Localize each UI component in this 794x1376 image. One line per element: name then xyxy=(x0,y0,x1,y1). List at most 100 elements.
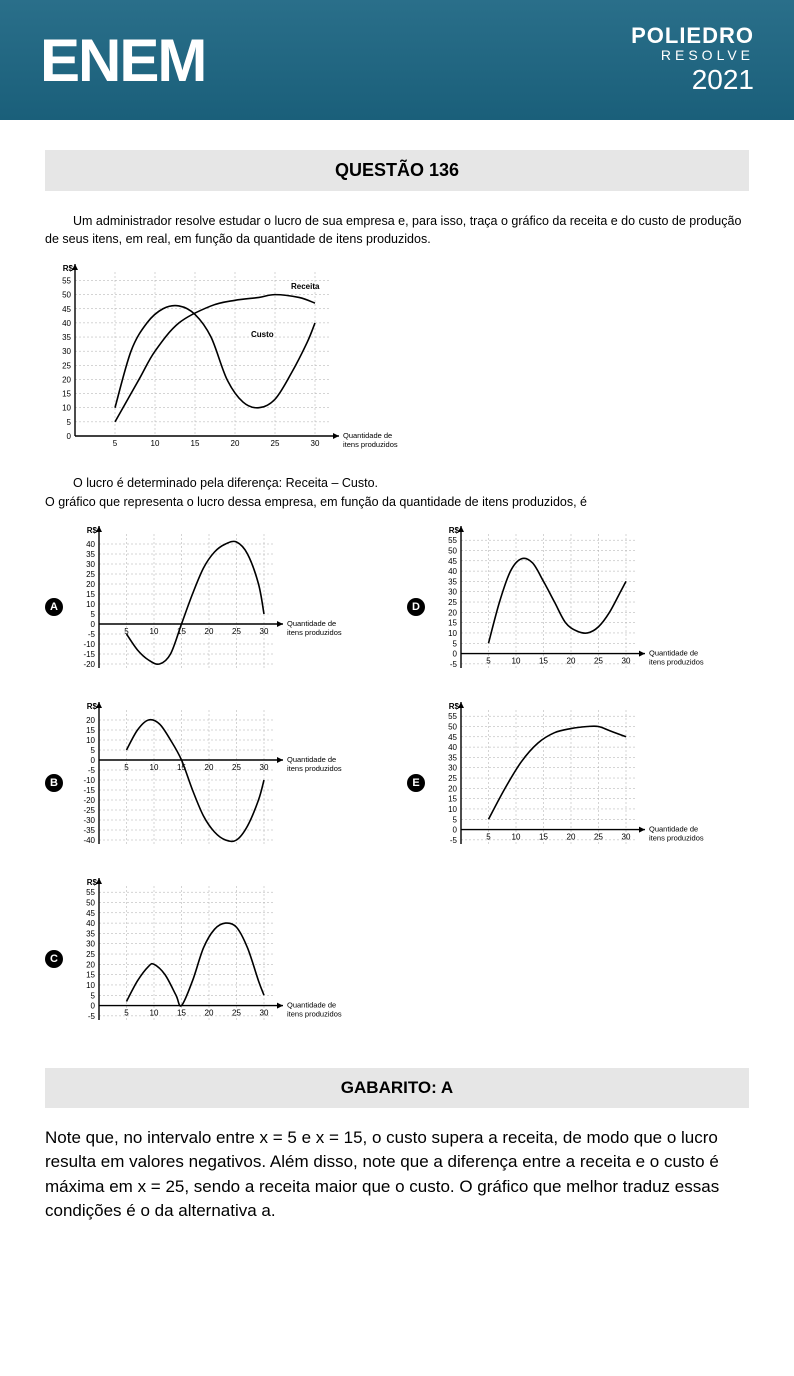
svg-text:30: 30 xyxy=(260,1008,269,1017)
svg-text:-10: -10 xyxy=(83,640,95,649)
question-title: QUESTÃO 136 xyxy=(45,150,749,191)
main-chart: 510152025305101520253035404550550R$Quant… xyxy=(45,260,749,460)
svg-text:10: 10 xyxy=(86,600,95,609)
svg-text:5: 5 xyxy=(91,610,96,619)
svg-text:0: 0 xyxy=(91,1001,96,1010)
svg-text:-30: -30 xyxy=(83,816,95,825)
svg-text:10: 10 xyxy=(512,832,521,841)
svg-text:0: 0 xyxy=(453,649,458,658)
svg-text:Quantidade de: Quantidade de xyxy=(343,431,392,440)
svg-text:10: 10 xyxy=(86,736,95,745)
svg-text:0: 0 xyxy=(91,756,96,765)
svg-text:10: 10 xyxy=(151,439,160,448)
svg-text:10: 10 xyxy=(150,1008,159,1017)
svg-text:15: 15 xyxy=(448,794,457,803)
answer-key: GABARITO: A xyxy=(45,1068,749,1108)
svg-text:-5: -5 xyxy=(450,835,458,844)
svg-text:5: 5 xyxy=(124,763,129,772)
svg-text:R$: R$ xyxy=(87,702,98,711)
option-b: B 51015202530-40-35-30-25-20-15-10-50510… xyxy=(45,698,387,868)
svg-text:25: 25 xyxy=(232,763,241,772)
svg-text:R$: R$ xyxy=(87,878,98,887)
svg-text:itens produzidos: itens produzidos xyxy=(343,440,398,449)
svg-text:-15: -15 xyxy=(83,650,95,659)
explanation: Note que, no intervalo entre x = 5 e x =… xyxy=(45,1126,749,1225)
svg-text:25: 25 xyxy=(448,598,457,607)
svg-text:45: 45 xyxy=(448,732,457,741)
logo-enem: ENEM xyxy=(40,26,205,95)
svg-text:20: 20 xyxy=(448,784,457,793)
svg-text:40: 40 xyxy=(448,567,457,576)
svg-text:50: 50 xyxy=(62,291,71,300)
svg-text:Quantidade de: Quantidade de xyxy=(287,1000,336,1009)
svg-text:itens produzidos: itens produzidos xyxy=(649,657,704,666)
svg-text:itens produzidos: itens produzidos xyxy=(287,764,342,773)
svg-text:25: 25 xyxy=(271,439,280,448)
svg-text:5: 5 xyxy=(67,418,72,427)
svg-text:5: 5 xyxy=(113,439,118,448)
svg-text:10: 10 xyxy=(150,627,159,636)
svg-text:45: 45 xyxy=(62,305,71,314)
svg-text:30: 30 xyxy=(448,587,457,596)
svg-text:20: 20 xyxy=(231,439,240,448)
svg-text:10: 10 xyxy=(86,980,95,989)
svg-text:R$: R$ xyxy=(87,526,98,535)
svg-text:-20: -20 xyxy=(83,796,95,805)
svg-text:10: 10 xyxy=(62,404,71,413)
svg-text:35: 35 xyxy=(86,929,95,938)
svg-text:itens produzidos: itens produzidos xyxy=(287,628,342,637)
svg-text:15: 15 xyxy=(539,656,548,665)
svg-text:40: 40 xyxy=(86,540,95,549)
svg-text:20: 20 xyxy=(567,832,576,841)
svg-text:25: 25 xyxy=(594,832,603,841)
svg-text:5: 5 xyxy=(486,656,491,665)
svg-text:R$: R$ xyxy=(449,526,460,535)
svg-text:40: 40 xyxy=(448,743,457,752)
svg-text:Custo: Custo xyxy=(251,330,274,339)
svg-text:20: 20 xyxy=(62,375,71,384)
svg-text:55: 55 xyxy=(62,276,71,285)
svg-text:55: 55 xyxy=(86,888,95,897)
svg-text:5: 5 xyxy=(486,832,491,841)
svg-text:-25: -25 xyxy=(83,806,95,815)
svg-text:10: 10 xyxy=(448,804,457,813)
option-c: C 51015202530-50510152025303540455055R$Q… xyxy=(45,874,387,1044)
svg-text:50: 50 xyxy=(86,898,95,907)
svg-text:20: 20 xyxy=(567,656,576,665)
option-e: E 51015202530-50510152025303540455055R$Q… xyxy=(407,698,749,868)
svg-text:15: 15 xyxy=(191,439,200,448)
svg-text:30: 30 xyxy=(86,939,95,948)
svg-text:30: 30 xyxy=(448,763,457,772)
svg-text:45: 45 xyxy=(448,556,457,565)
svg-text:-15: -15 xyxy=(83,786,95,795)
svg-text:30: 30 xyxy=(260,627,269,636)
svg-text:20: 20 xyxy=(86,580,95,589)
svg-text:Quantidade de: Quantidade de xyxy=(649,824,698,833)
svg-text:-5: -5 xyxy=(88,766,96,775)
svg-text:5: 5 xyxy=(453,639,458,648)
logo-poliedro: POLIEDRO RESOLVE 2021 xyxy=(631,24,754,96)
svg-text:itens produzidos: itens produzidos xyxy=(649,833,704,842)
svg-text:30: 30 xyxy=(62,347,71,356)
svg-text:25: 25 xyxy=(594,656,603,665)
option-d: D 51015202530-50510152025303540455055R$Q… xyxy=(407,522,749,692)
svg-text:30: 30 xyxy=(260,763,269,772)
svg-text:15: 15 xyxy=(86,726,95,735)
svg-text:10: 10 xyxy=(150,763,159,772)
svg-text:40: 40 xyxy=(86,919,95,928)
svg-text:itens produzidos: itens produzidos xyxy=(287,1009,342,1018)
svg-text:25: 25 xyxy=(448,774,457,783)
svg-text:55: 55 xyxy=(448,536,457,545)
svg-text:25: 25 xyxy=(232,627,241,636)
svg-text:10: 10 xyxy=(448,628,457,637)
svg-text:35: 35 xyxy=(448,577,457,586)
svg-text:0: 0 xyxy=(67,432,72,441)
svg-text:-35: -35 xyxy=(83,826,95,835)
svg-text:35: 35 xyxy=(448,753,457,762)
page-header: ENEM POLIEDRO RESOLVE 2021 xyxy=(0,0,794,120)
svg-text:-5: -5 xyxy=(88,1011,96,1020)
svg-text:-10: -10 xyxy=(83,776,95,785)
svg-text:0: 0 xyxy=(91,620,96,629)
svg-text:Quantidade de: Quantidade de xyxy=(287,755,336,764)
svg-text:35: 35 xyxy=(86,550,95,559)
